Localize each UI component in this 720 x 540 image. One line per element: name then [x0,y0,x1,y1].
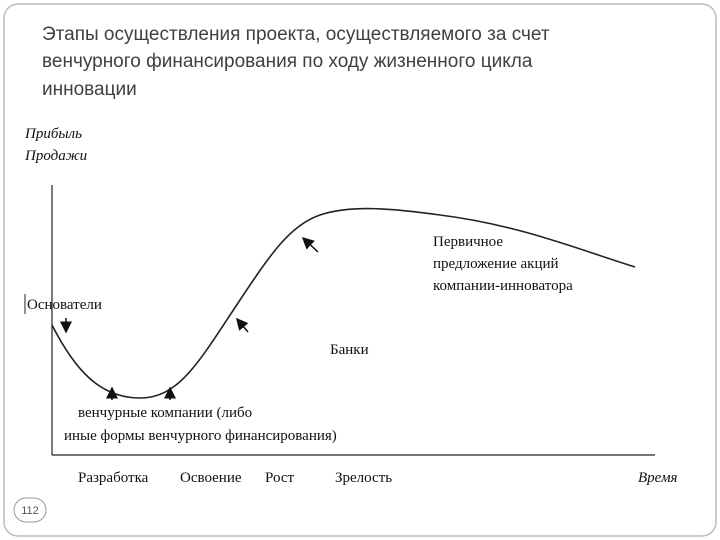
title-line: венчурного финансирования по ходу жизнен… [42,51,533,72]
arrow [301,236,319,253]
slide-frame [3,3,717,537]
annotation: Основатели [27,297,102,313]
x-axis-label: Время [638,470,678,486]
page-number-badge [13,497,47,523]
annotation: предложение акций [433,256,559,272]
page-number: 112 [21,505,39,517]
stage-label: Разработка [78,470,149,486]
annotation: Первичное [433,234,503,250]
annotation: иные формы венчурного финансирования) [64,428,337,444]
stage-label: Рост [265,470,295,486]
title-line: Этапы осуществления проекта, осуществляе… [42,24,550,45]
y-axis-label: Прибыль [24,126,82,142]
stage-label: Освоение [180,470,242,486]
y-axis-label: Продажи [24,148,87,164]
annotation: Банки [330,342,369,358]
title-line: инновации [42,79,137,100]
life-cycle-curve [51,207,636,399]
stage-label: Зрелость [335,470,392,486]
annotation: компании-инноватора [433,278,573,294]
arrow [236,317,249,333]
annotation: венчурные компании (либо [78,405,252,421]
